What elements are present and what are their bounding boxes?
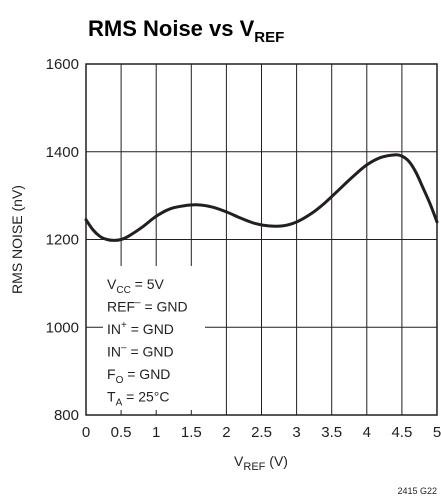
series-line-0: [84, 153, 439, 242]
figure-id: 2415 G22: [397, 486, 437, 496]
x-axis-label: VREF (V): [234, 453, 288, 473]
x-tick-label: 4.5: [391, 424, 412, 441]
y-axis-label: RMS NOISE (nV): [9, 185, 25, 294]
annotation-value: = GND: [127, 344, 174, 360]
y-tick-label: 1400: [46, 144, 79, 161]
x-tick-label: 1.5: [181, 424, 202, 441]
annotation-superscript: +: [121, 320, 127, 331]
x-axis-label-suffix: (V): [265, 453, 288, 469]
series-group: [84, 153, 439, 242]
y-tick-label: 800: [54, 407, 79, 424]
x-tick-label: 0.5: [111, 424, 132, 441]
annotation-superscript: –: [121, 343, 127, 354]
x-tick-label: 2.5: [251, 424, 272, 441]
y-tick-label: 1000: [46, 319, 79, 336]
x-axis-label-main: V: [234, 453, 244, 469]
annotation-line: VCC = 5V: [107, 276, 165, 296]
annotation-value: = GND: [123, 366, 170, 382]
x-tick-label: 3: [292, 424, 300, 441]
grid: [86, 64, 437, 415]
annotation-value: = GND: [141, 299, 188, 315]
annotation-line: REF– = GND: [107, 298, 188, 315]
y-axis-ticks: 800 1000 1200 1400 1600: [46, 56, 79, 424]
annotation-symbol: V: [107, 276, 117, 292]
annotation-line: IN– = GND: [107, 343, 174, 360]
plot-frame: [85, 63, 438, 416]
x-axis-ticks: 0 0.5 1 1.5 2 2.5 3 3.5 4 4.5 5: [82, 424, 441, 441]
x-tick-label: 3.5: [321, 424, 342, 441]
x-tick-label: 1: [152, 424, 160, 441]
x-tick-label: 2: [222, 424, 230, 441]
annotation-line: IN+ = GND: [107, 320, 174, 337]
y-tick-label: 1200: [46, 232, 79, 249]
x-tick-label: 5: [433, 424, 441, 441]
annotation-symbol: F: [107, 366, 116, 382]
chart-title: RMS Noise vs VREF: [88, 16, 284, 46]
annotation-line: TA = 25°C: [107, 389, 169, 409]
y-tick-label: 1600: [46, 56, 79, 73]
x-axis-label-subscript: REF: [243, 461, 265, 473]
annotation-symbol: REF: [107, 299, 135, 315]
annotation-value: = GND: [127, 321, 174, 337]
annotation-subscript: A: [116, 398, 123, 409]
annotation-subscript: CC: [116, 285, 130, 296]
annotation-superscript: –: [135, 298, 141, 309]
chart-title-subscript: REF: [254, 29, 284, 46]
annotation-line: FO = GND: [107, 366, 170, 386]
annotation-subscript: O: [116, 375, 124, 386]
chart-title-main: RMS Noise vs V: [88, 16, 255, 41]
x-tick-label: 4: [363, 424, 371, 441]
annotation-symbol: T: [107, 389, 116, 405]
x-tick-label: 0: [82, 424, 90, 441]
annotation-value: = 5V: [131, 276, 165, 292]
annotation-symbol: IN: [107, 321, 121, 337]
annotation-background: [103, 266, 205, 410]
annotation-symbol: IN: [107, 344, 121, 360]
annotation-value: = 25°C: [122, 389, 169, 405]
